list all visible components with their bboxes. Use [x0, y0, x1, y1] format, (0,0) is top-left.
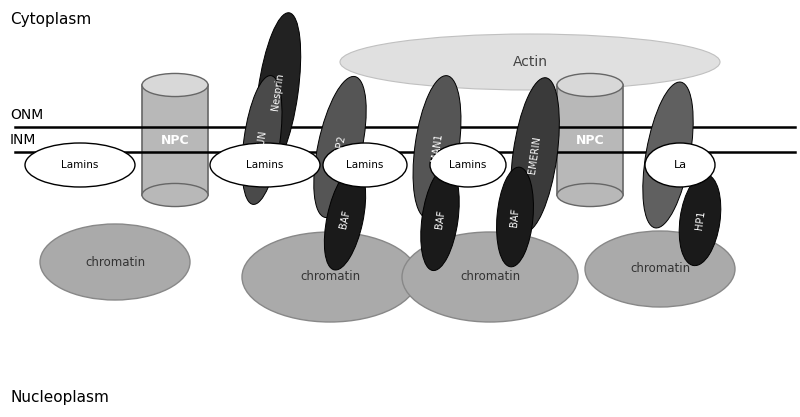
Text: EMERIN: EMERIN: [527, 136, 542, 174]
Text: chromatin: chromatin: [300, 271, 360, 284]
Bar: [557, 85, 623, 195]
Ellipse shape: [242, 232, 418, 322]
Ellipse shape: [557, 183, 623, 206]
Ellipse shape: [255, 13, 301, 171]
Text: Nesprin: Nesprin: [270, 73, 286, 111]
Text: ONM: ONM: [10, 108, 43, 122]
Text: La: La: [674, 160, 686, 170]
Text: chromatin: chromatin: [630, 262, 690, 276]
Text: LBR: LBR: [662, 145, 674, 165]
Ellipse shape: [324, 168, 366, 270]
Text: Actin: Actin: [513, 55, 547, 69]
Text: BAF: BAF: [338, 208, 352, 229]
Ellipse shape: [510, 78, 559, 232]
Ellipse shape: [340, 34, 720, 90]
Text: Lamins: Lamins: [346, 160, 384, 170]
Bar: [142, 85, 208, 195]
Text: BAF: BAF: [509, 207, 521, 227]
Ellipse shape: [323, 143, 407, 187]
Text: chromatin: chromatin: [460, 271, 520, 284]
Ellipse shape: [679, 174, 721, 266]
Ellipse shape: [421, 168, 459, 271]
Ellipse shape: [645, 143, 715, 187]
Ellipse shape: [142, 183, 208, 206]
Text: INM: INM: [10, 133, 36, 147]
Text: chromatin: chromatin: [85, 256, 145, 269]
Text: NPC: NPC: [161, 133, 190, 146]
Ellipse shape: [557, 73, 623, 97]
Ellipse shape: [643, 82, 693, 228]
Ellipse shape: [402, 232, 578, 322]
Ellipse shape: [585, 231, 735, 307]
Ellipse shape: [314, 76, 366, 218]
Text: MAN1: MAN1: [430, 132, 444, 162]
Text: SUN: SUN: [256, 129, 268, 151]
Ellipse shape: [430, 143, 506, 187]
Ellipse shape: [142, 73, 208, 97]
Text: Lamins: Lamins: [62, 160, 98, 170]
Text: Nucleoplasm: Nucleoplasm: [10, 390, 109, 405]
Text: Cytoplasm: Cytoplasm: [10, 12, 91, 27]
Text: HP1: HP1: [694, 210, 706, 230]
Text: LAP2: LAP2: [333, 134, 347, 160]
Text: Lamins: Lamins: [450, 160, 486, 170]
Ellipse shape: [497, 167, 534, 267]
Ellipse shape: [210, 143, 320, 187]
Ellipse shape: [40, 224, 190, 300]
Ellipse shape: [25, 143, 135, 187]
Text: BAF: BAF: [434, 209, 446, 229]
Ellipse shape: [413, 75, 461, 219]
Text: NPC: NPC: [576, 133, 604, 146]
Ellipse shape: [242, 75, 282, 204]
Text: Lamins: Lamins: [246, 160, 284, 170]
